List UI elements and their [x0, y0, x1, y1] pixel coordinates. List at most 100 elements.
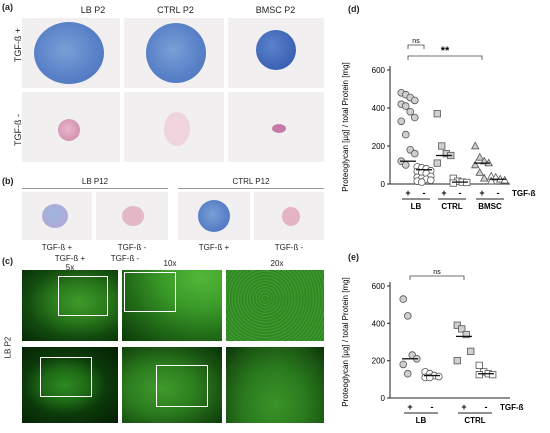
data-point [453, 357, 461, 365]
group-label: LB [411, 202, 422, 211]
fluor-5x-tgf-plus [22, 270, 118, 341]
group-label-lb-p12: LB P12 [81, 177, 109, 186]
data-point [470, 141, 480, 150]
row-label-lb-p2: LB P2 [3, 336, 13, 359]
x-tick-label: - [497, 188, 500, 198]
data-point [491, 172, 501, 181]
panel-a-letter: (a) [2, 2, 13, 12]
data-point [438, 142, 446, 150]
data-point [479, 156, 489, 165]
y-axis-label: Proteoglycan [µg] / total Protein [mg] [341, 277, 350, 407]
label-tgf-plus-c: TGF-ß + [54, 254, 86, 263]
zoom-box [124, 272, 176, 312]
y-tick-label: 200 [372, 357, 386, 366]
x-tick-label: + [441, 188, 446, 198]
group-label: LB [416, 416, 427, 425]
label-ctrl-p12-tgf-plus: TGF-ß + [198, 243, 230, 252]
data-point [433, 110, 441, 118]
data-point [406, 108, 415, 116]
data-point [410, 113, 419, 122]
panel-b-letter: (b) [2, 176, 14, 186]
data-point [479, 173, 489, 182]
panel-c-letter: (c) [2, 256, 13, 266]
col-header-lb-p2: LB P2 [80, 5, 106, 15]
significance-bracket [407, 55, 483, 60]
group-line-ctrl-p12 [178, 188, 324, 189]
group-label: CTRL [464, 416, 485, 425]
data-point [475, 361, 483, 369]
fluor-20x-tgf-minus [226, 347, 324, 423]
panel-e-letter: (e) [348, 252, 359, 262]
label-lb-p12-tgf-plus: TGF-ß + [41, 243, 73, 252]
zoom-box [58, 276, 108, 316]
group-label-ctrl-p12: CTRL P12 [232, 177, 270, 186]
data-point [397, 117, 406, 126]
zoom-box [156, 365, 208, 407]
label-mag-5x: 5x [65, 263, 75, 272]
data-point [399, 295, 408, 303]
image-lb-p12-tgf-plus [22, 192, 92, 240]
data-point [449, 179, 457, 187]
significance-bracket [409, 275, 465, 280]
data-point [399, 360, 408, 369]
panel-d-letter: (d) [348, 4, 360, 14]
x-tick-label: - [485, 402, 488, 412]
label-ctrl-p12-tgf-minus: TGF-ß - [274, 243, 304, 252]
x-tick-label: + [407, 402, 412, 412]
col-header-bmsc-p2: BMSC P2 [255, 5, 296, 15]
y-tick-label: 600 [372, 66, 386, 75]
significance-label: ns [433, 269, 441, 276]
data-point [401, 102, 410, 110]
y-tick-label: 200 [372, 142, 386, 151]
fluor-10x-tgf-plus [122, 270, 222, 341]
x-tick-label: - [423, 188, 426, 198]
data-point [401, 161, 410, 169]
data-point [462, 330, 470, 339]
factor-label: TGF-ß [500, 403, 524, 412]
data-point [475, 167, 485, 176]
image-lb-tgf-minus [22, 92, 120, 162]
data-point [467, 347, 475, 355]
data-point [486, 176, 496, 185]
data-point [401, 130, 410, 139]
panel-e-chart: Proteoglycan [µg] / total Protein [mg] 0 2… [341, 269, 524, 425]
data-point [470, 160, 480, 169]
data-point [458, 325, 466, 333]
zoom-box [40, 357, 92, 397]
y-tick-label: 400 [372, 104, 386, 113]
y-tick-label: 0 [381, 394, 386, 403]
data-point [417, 178, 426, 186]
label-lb-p12-tgf-minus: TGF-ß - [117, 243, 147, 252]
data-point [489, 371, 497, 379]
data-point [475, 371, 483, 379]
group-label: CTRL [441, 202, 462, 211]
data-point [410, 149, 419, 158]
image-ctrl-p12-tgf-minus [254, 192, 324, 240]
group-label: BMSC [478, 202, 502, 211]
significance-bracket [407, 44, 425, 49]
y-axis-label: Proteoglycan [µg] / total Protein [mg] [341, 62, 350, 192]
label-mag-10x: 10x [163, 259, 177, 268]
image-ctrl-p12-tgf-plus [178, 192, 250, 240]
x-tick-label: + [479, 188, 484, 198]
fluor-10x-tgf-minus [122, 347, 222, 423]
significance-label: ** [441, 45, 450, 57]
significance-label: ns [412, 38, 420, 45]
label-mag-20x: 20x [270, 259, 284, 268]
factor-label: TGF-ß [512, 189, 536, 198]
y-tick-label: 0 [381, 180, 386, 189]
label-tgf-minus-c: TGF-ß - [110, 254, 140, 263]
y-tick-label: 600 [372, 282, 386, 291]
x-tick-label: - [431, 402, 434, 412]
data-point [426, 176, 435, 185]
data-point [475, 152, 485, 161]
y-tick-label: 400 [372, 319, 386, 328]
image-lb-p12-tgf-minus [96, 192, 168, 240]
data-point [453, 321, 461, 329]
data-point [433, 159, 441, 167]
image-lb-tgf-plus [22, 18, 120, 88]
data-point [434, 372, 443, 381]
fluor-20x-tgf-plus [226, 270, 324, 341]
x-tick-label: + [461, 402, 466, 412]
data-point [403, 369, 412, 378]
